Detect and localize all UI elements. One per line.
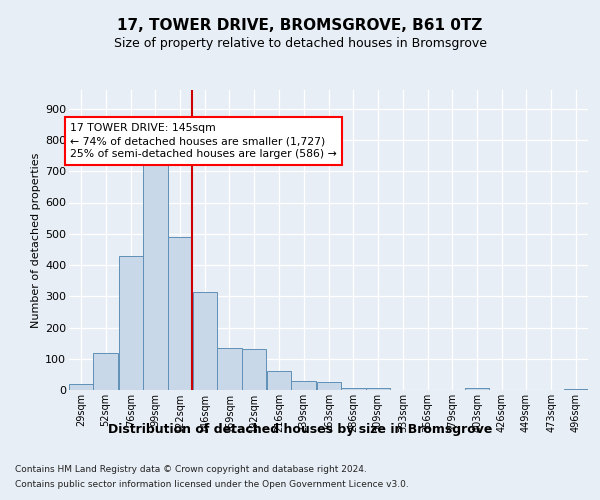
Text: Contains public sector information licensed under the Open Government Licence v3: Contains public sector information licen…	[15, 480, 409, 489]
Bar	[193, 292, 217, 390]
Text: Contains HM Land Registry data © Crown copyright and database right 2024.: Contains HM Land Registry data © Crown c…	[15, 465, 367, 474]
Bar	[94, 352, 118, 390]
Bar	[365, 388, 390, 390]
Bar	[69, 384, 94, 390]
Bar	[167, 237, 192, 390]
Bar	[563, 389, 588, 390]
Bar	[143, 162, 167, 390]
Bar	[217, 348, 242, 390]
Text: 17 TOWER DRIVE: 145sqm
← 74% of detached houses are smaller (1,727)
25% of semi-: 17 TOWER DRIVE: 145sqm ← 74% of detached…	[70, 123, 337, 159]
Bar	[242, 350, 266, 390]
Bar	[317, 382, 341, 390]
Text: Distribution of detached houses by size in Bromsgrove: Distribution of detached houses by size …	[108, 422, 492, 436]
Bar	[341, 388, 365, 390]
Text: Size of property relative to detached houses in Bromsgrove: Size of property relative to detached ho…	[113, 38, 487, 51]
Bar	[119, 256, 143, 390]
Bar	[465, 388, 490, 390]
Text: 17, TOWER DRIVE, BROMSGROVE, B61 0TZ: 17, TOWER DRIVE, BROMSGROVE, B61 0TZ	[118, 18, 482, 32]
Bar	[267, 371, 292, 390]
Bar	[292, 380, 316, 390]
Y-axis label: Number of detached properties: Number of detached properties	[31, 152, 41, 328]
